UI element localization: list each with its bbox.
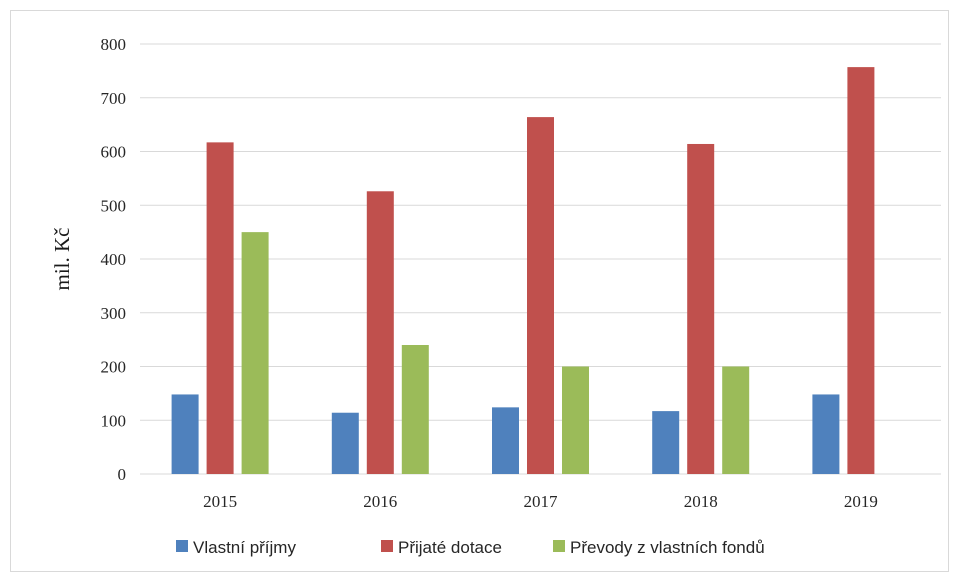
y-tick-label: 500 [101, 196, 127, 215]
bars [171, 67, 875, 475]
y-tick-label: 600 [101, 143, 127, 162]
bar-2018-series-0 [652, 411, 680, 474]
legend-label: Vlastní příjmy [193, 538, 296, 557]
bar-2017-series-2 [562, 366, 589, 474]
y-axis-title: mil. Kč [50, 228, 74, 291]
y-tick-label: 0 [118, 465, 127, 484]
bar-2019-series-0 [812, 394, 840, 474]
x-tick-label: 2017 [524, 492, 559, 511]
chart-frame: 0 100 200 300 400 500 600 700 800 2015 2016 2017 20… [10, 10, 949, 572]
x-axis-ticks: 2015 2016 2017 2018 2019 [203, 492, 878, 511]
y-tick-label: 700 [101, 89, 127, 108]
y-tick-label: 200 [101, 358, 127, 377]
y-tick-label: 100 [101, 411, 127, 430]
bar-2016-series-1 [366, 191, 394, 474]
x-tick-label: 2019 [844, 492, 878, 511]
bar-2017-series-0 [492, 407, 519, 474]
legend-label: Přijaté dotace [398, 538, 502, 557]
bar-2015-series-2 [241, 232, 269, 474]
bar-2016-series-2 [401, 345, 429, 474]
x-tick-label: 2015 [203, 492, 237, 511]
legend-label: Převody z vlastních fondů [570, 538, 765, 557]
y-tick-label: 300 [101, 304, 127, 323]
legend-swatch [553, 540, 565, 552]
x-tick-label: 2016 [363, 492, 397, 511]
legend: Vlastní příjmy Přijaté dotace Převody z vl… [176, 538, 765, 557]
legend-swatch [176, 540, 188, 552]
bar-2017-series-1 [527, 117, 554, 474]
bar-2016-series-0 [331, 412, 359, 474]
y-tick-label: 800 [101, 35, 127, 54]
y-axis-ticks: 0 100 200 300 400 500 600 700 800 [101, 35, 127, 484]
bar-2018-series-2 [722, 366, 750, 474]
bar-2019-series-1 [847, 67, 875, 475]
y-tick-label: 400 [101, 250, 127, 269]
bar-2015-series-1 [206, 142, 234, 475]
x-tick-label: 2018 [684, 492, 718, 511]
legend-swatch [381, 540, 393, 552]
bar-2015-series-0 [171, 394, 199, 474]
bar-2018-series-1 [687, 143, 715, 474]
